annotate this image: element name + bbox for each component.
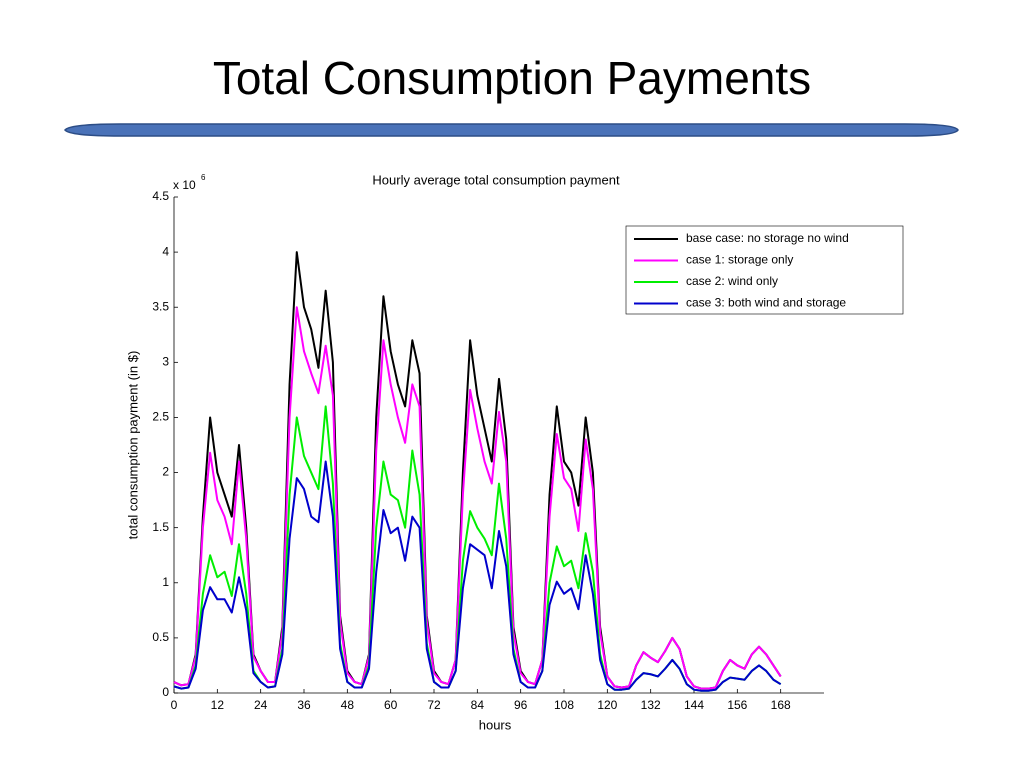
x-tick-label: 108	[554, 698, 574, 712]
title-divider	[64, 123, 959, 137]
y-multiplier: x 10	[173, 178, 196, 192]
x-tick-label: 96	[514, 698, 528, 712]
plot: 0 0.5 1 1.5 2 2.5 3 3.5 4 4.5 0 12 24 36 48 60 72 84 96 108…	[152, 189, 904, 712]
x-tick-label: 0	[171, 698, 178, 712]
chart-title: Hourly average total consumption payment	[372, 172, 620, 187]
y-axis-label: total consumption payment (in $)	[125, 351, 140, 540]
x-tick-label: 24	[254, 698, 268, 712]
legend: base case: no storage no wind case 1: sto…	[625, 225, 904, 315]
x-tick-label: 168	[771, 698, 791, 712]
series-line	[173, 251, 782, 690]
legend-box	[625, 225, 904, 315]
legend-label: case 1: storage only	[686, 253, 793, 267]
series-line	[173, 460, 782, 692]
x-tick-label: 132	[641, 698, 661, 712]
y-tick-label: 1	[162, 575, 169, 589]
x-tick-label: 156	[727, 698, 747, 712]
x-tick-label: 60	[384, 698, 398, 712]
x-tick-label: 84	[471, 698, 485, 712]
y-multiplier-exponent: 6	[201, 173, 206, 182]
y-tick-label: 3	[162, 355, 169, 369]
legend-label: base case: no storage no wind	[686, 231, 849, 245]
x-axis-label: hours	[479, 717, 512, 732]
legend-label: case 3: both wind and storage	[686, 296, 846, 310]
x-tick-label: 36	[297, 698, 311, 712]
x-tick-label: 144	[684, 698, 704, 712]
series-line	[173, 306, 782, 690]
x-tick-label: 120	[597, 698, 617, 712]
slide-title: Total Consumption Payments	[213, 52, 811, 104]
x-tick-label: 72	[427, 698, 441, 712]
legend-label: case 2: wind only	[686, 274, 778, 288]
y-tick-label: 1.5	[152, 520, 169, 534]
y-tick-label: 4.5	[152, 189, 169, 203]
y-tick-label: 4	[162, 244, 169, 258]
x-tick-label: 48	[341, 698, 355, 712]
x-tick-label: 12	[211, 698, 225, 712]
y-tick-label: 3.5	[152, 299, 169, 313]
y-tick-label: 0.5	[152, 630, 169, 644]
y-tick-label: 0	[162, 685, 169, 699]
y-tick-label: 2	[162, 465, 169, 479]
y-tick-label: 2.5	[152, 410, 169, 424]
